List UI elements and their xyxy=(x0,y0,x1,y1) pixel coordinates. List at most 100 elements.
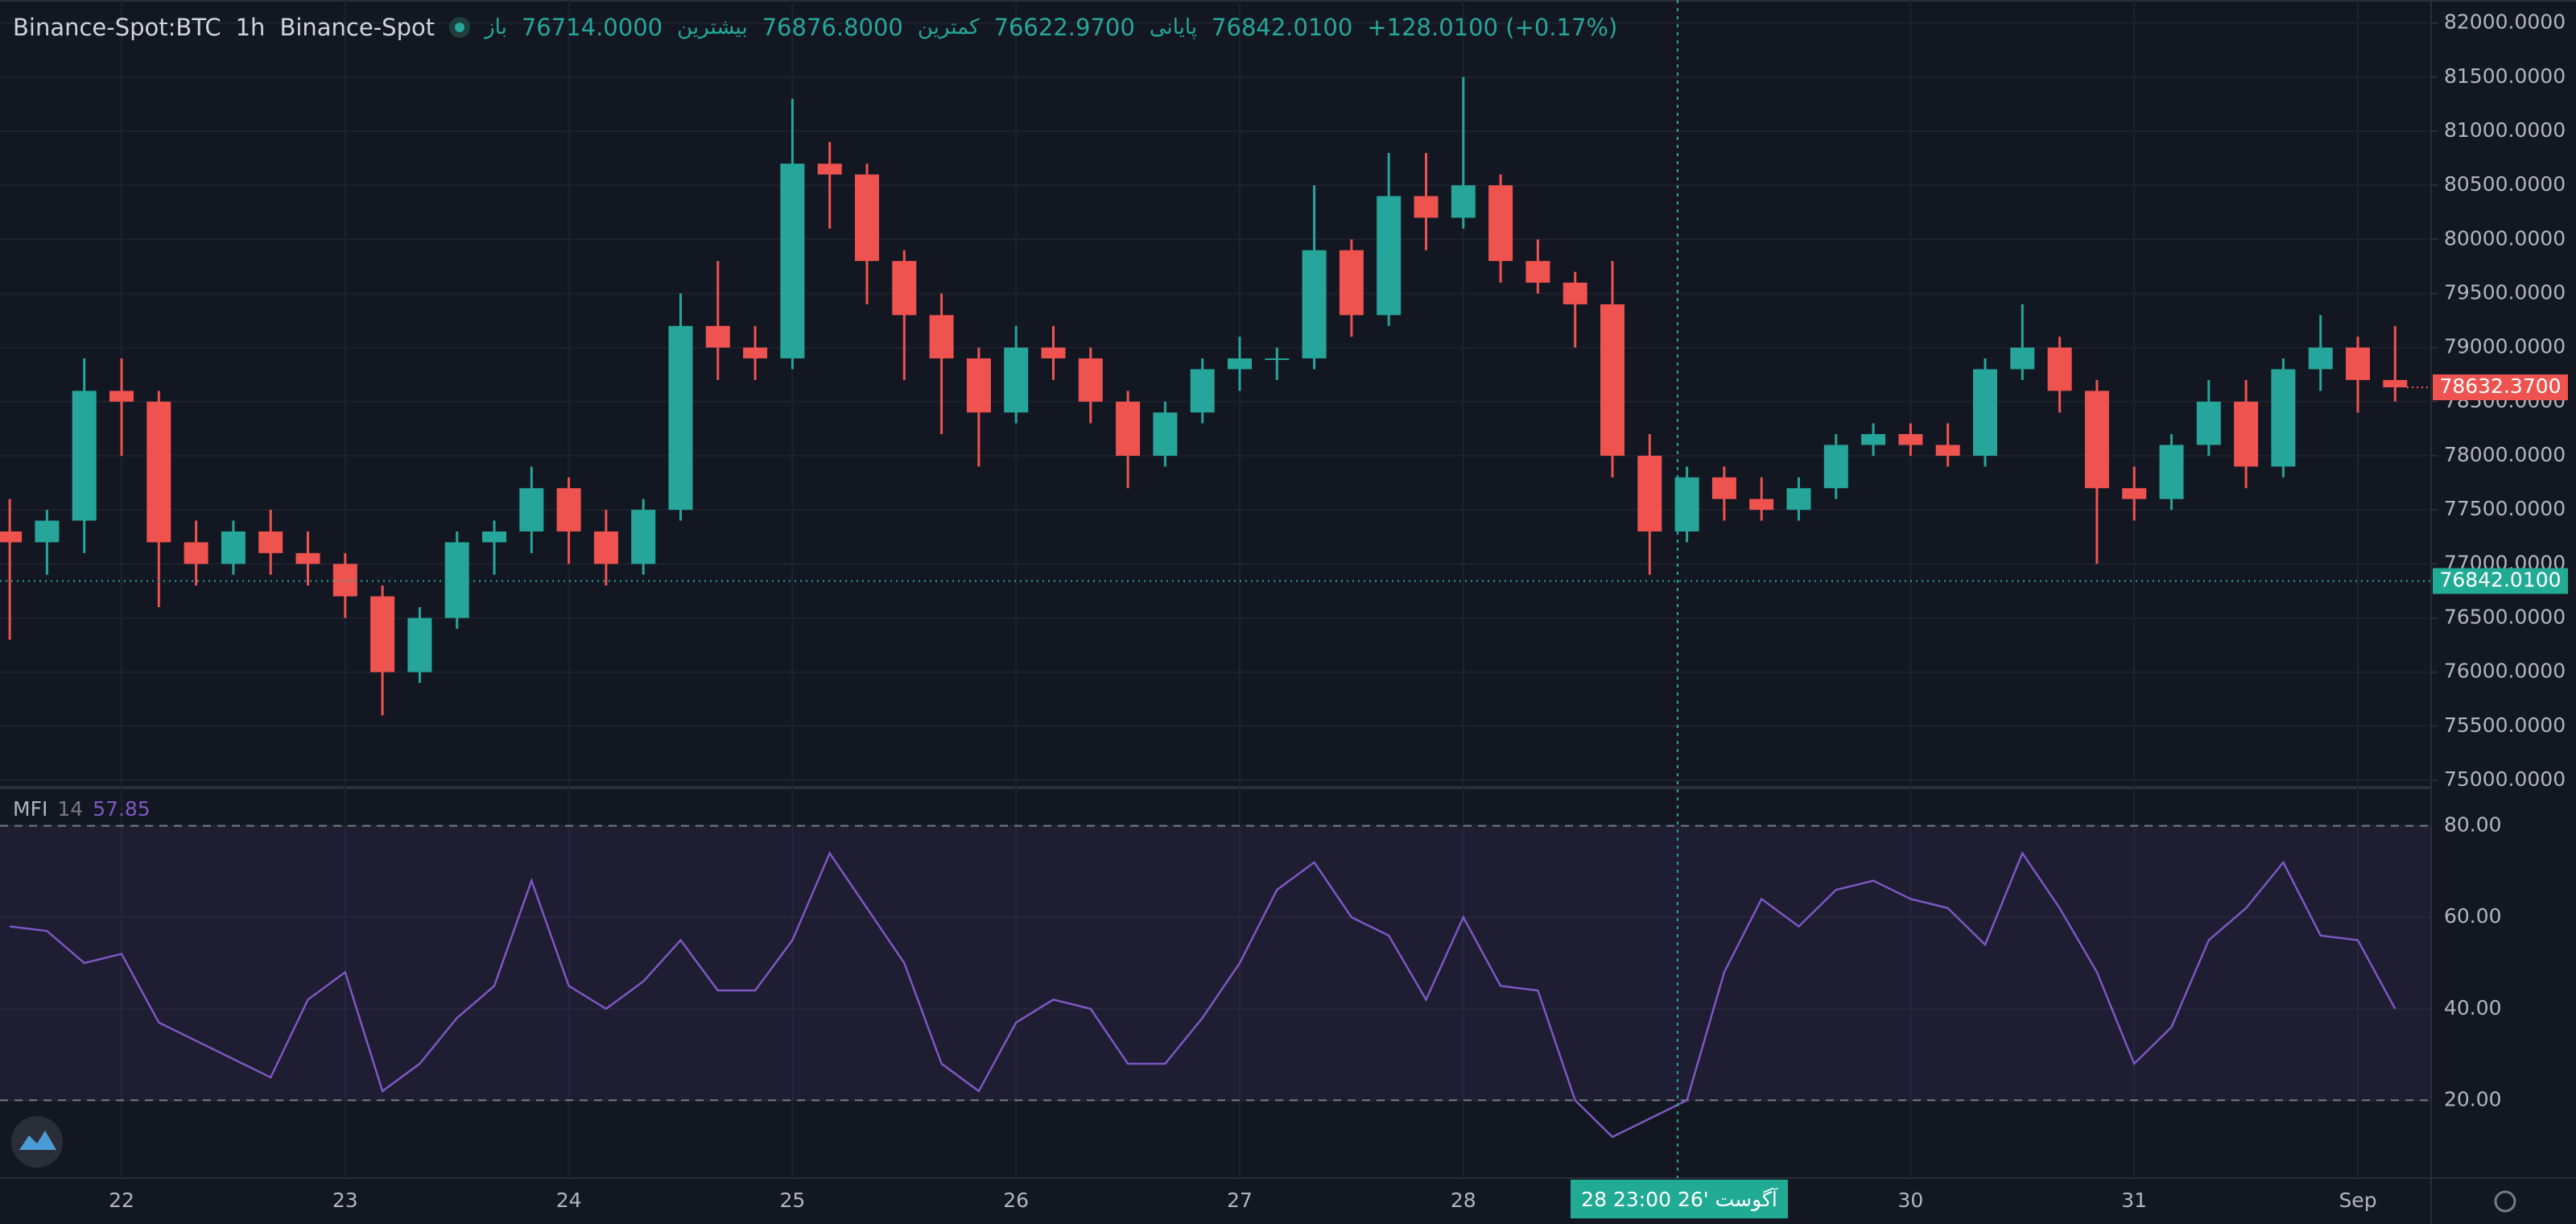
candle-body xyxy=(184,542,208,564)
settings-icon[interactable] xyxy=(2494,1190,2516,1213)
y-tick-label: 76500.0000 xyxy=(2444,605,2566,628)
candle-body xyxy=(631,510,656,564)
candle-body xyxy=(705,325,730,348)
x-tick-label: 22 xyxy=(109,1189,134,1212)
interval[interactable]: 1h xyxy=(235,14,266,41)
candle-body xyxy=(35,520,60,543)
candle-body xyxy=(2383,379,2408,388)
candle-body xyxy=(1786,488,1811,511)
x-tick-label: 31 xyxy=(2121,1189,2147,1212)
price-change: +128.0100 (+0.17%) xyxy=(1367,14,1618,41)
y-tick-label: 20.00 xyxy=(2444,1087,2502,1110)
candle-body xyxy=(817,163,842,175)
candle-body xyxy=(2084,391,2109,489)
x-tick-label: 27 xyxy=(1227,1189,1253,1212)
x-tick-label: 30 xyxy=(1897,1189,1923,1212)
y-tick-label: 40.00 xyxy=(2444,996,2502,1019)
y-tick-label: 60.00 xyxy=(2444,904,2502,928)
candle-body xyxy=(1302,250,1327,359)
last-price-box xyxy=(2433,374,2568,401)
candle-body xyxy=(332,564,357,597)
candle-body xyxy=(258,531,283,553)
candle-body xyxy=(1116,401,1141,456)
candle-body xyxy=(743,347,768,359)
candle-body xyxy=(892,261,917,316)
candle-body xyxy=(1451,185,1476,218)
candle-body xyxy=(1600,304,1624,456)
ohlc-label: باز xyxy=(485,15,507,39)
candle-body xyxy=(0,531,23,543)
last-price-label: 78632.3700 xyxy=(2439,374,2561,398)
candle-body xyxy=(1339,250,1364,316)
candle-body xyxy=(1488,185,1513,262)
candle-body xyxy=(2271,369,2296,467)
candle-body xyxy=(1563,283,1587,304)
candle-body xyxy=(1637,455,1662,531)
candle-body xyxy=(855,174,879,262)
y-tick-label: 82000.0000 xyxy=(2444,10,2566,34)
candle-body xyxy=(1674,477,1699,531)
status-dot xyxy=(449,17,471,38)
candle-body xyxy=(1823,445,1848,489)
candle-body xyxy=(780,163,805,359)
logo-circle[interactable] xyxy=(11,1116,63,1168)
ohlc-value: 76876.8000 xyxy=(762,14,903,41)
y-tick-label: 81500.0000 xyxy=(2444,64,2566,88)
settings-gear[interactable] xyxy=(2494,1190,2516,1213)
candle-body xyxy=(2010,347,2035,370)
candle-body xyxy=(444,542,469,618)
ohlc-label: پایانی xyxy=(1149,15,1198,39)
candle-body xyxy=(2122,488,2147,499)
y-tick-label: 80.00 xyxy=(2444,813,2502,836)
candle-body xyxy=(2159,445,2184,499)
x-tick-label: 25 xyxy=(779,1189,805,1212)
indicator-header: MFI 14 57.85 xyxy=(13,797,151,821)
y-tick-label: 77500.0000 xyxy=(2444,497,2566,520)
candle-body xyxy=(1973,369,1997,456)
candle-body xyxy=(221,531,246,564)
candle-body xyxy=(1525,261,1550,283)
candle-body xyxy=(1935,445,1960,456)
crosshair-price-label: 76842.0100 xyxy=(2439,569,2561,592)
symbol[interactable]: Binance-Spot:BTC xyxy=(13,14,221,41)
candle-body xyxy=(1004,347,1029,413)
crosshair-time-label: 28 آگوست '26 23:00 xyxy=(1571,1180,1788,1218)
candle-body xyxy=(2346,347,2370,380)
candle-body xyxy=(370,596,395,672)
candle-body xyxy=(1377,196,1402,316)
candle-body xyxy=(2308,347,2333,370)
candle-body xyxy=(2234,401,2259,467)
logo[interactable] xyxy=(11,1116,63,1168)
candle-body xyxy=(929,315,954,359)
candle-body xyxy=(668,325,693,511)
y-tick-label: 75000.0000 xyxy=(2444,767,2566,791)
candle-body xyxy=(407,618,432,672)
ohlc-value: 76714.0000 xyxy=(521,14,663,41)
candle-body xyxy=(966,358,991,413)
candle-body xyxy=(1414,196,1439,218)
candle-body xyxy=(1153,412,1178,456)
mfi-line xyxy=(9,850,2396,1139)
candle-body xyxy=(2047,347,2072,391)
candle-body xyxy=(1041,347,1066,359)
ohlc-label: کمترین xyxy=(917,15,980,39)
candle-body xyxy=(1190,369,1215,413)
header: Binance-Spot:BTC 1h Binance-Spot باز 7671… xyxy=(13,10,1617,45)
candle-body xyxy=(1078,358,1103,402)
y-tick-label: 80000.0000 xyxy=(2444,226,2566,250)
candle-body xyxy=(1265,358,1290,361)
candle-body xyxy=(482,531,506,543)
candle-body xyxy=(72,391,97,521)
y-tick-label: 79500.0000 xyxy=(2444,280,2566,304)
logo-mark[interactable] xyxy=(19,1131,56,1150)
x-tick-label: 24 xyxy=(556,1189,582,1212)
x-tick-label: 23 xyxy=(332,1189,358,1212)
indicator-parameters: 14 xyxy=(57,797,84,821)
y-tick-label: 75500.0000 xyxy=(2444,713,2566,737)
band-fill xyxy=(0,825,2431,1101)
candle-body xyxy=(2196,401,2221,445)
y-tick-label: 81000.0000 xyxy=(2444,118,2566,142)
ohlc-label: بیشترین xyxy=(677,15,748,39)
crosshair-price-box xyxy=(2433,568,2568,594)
